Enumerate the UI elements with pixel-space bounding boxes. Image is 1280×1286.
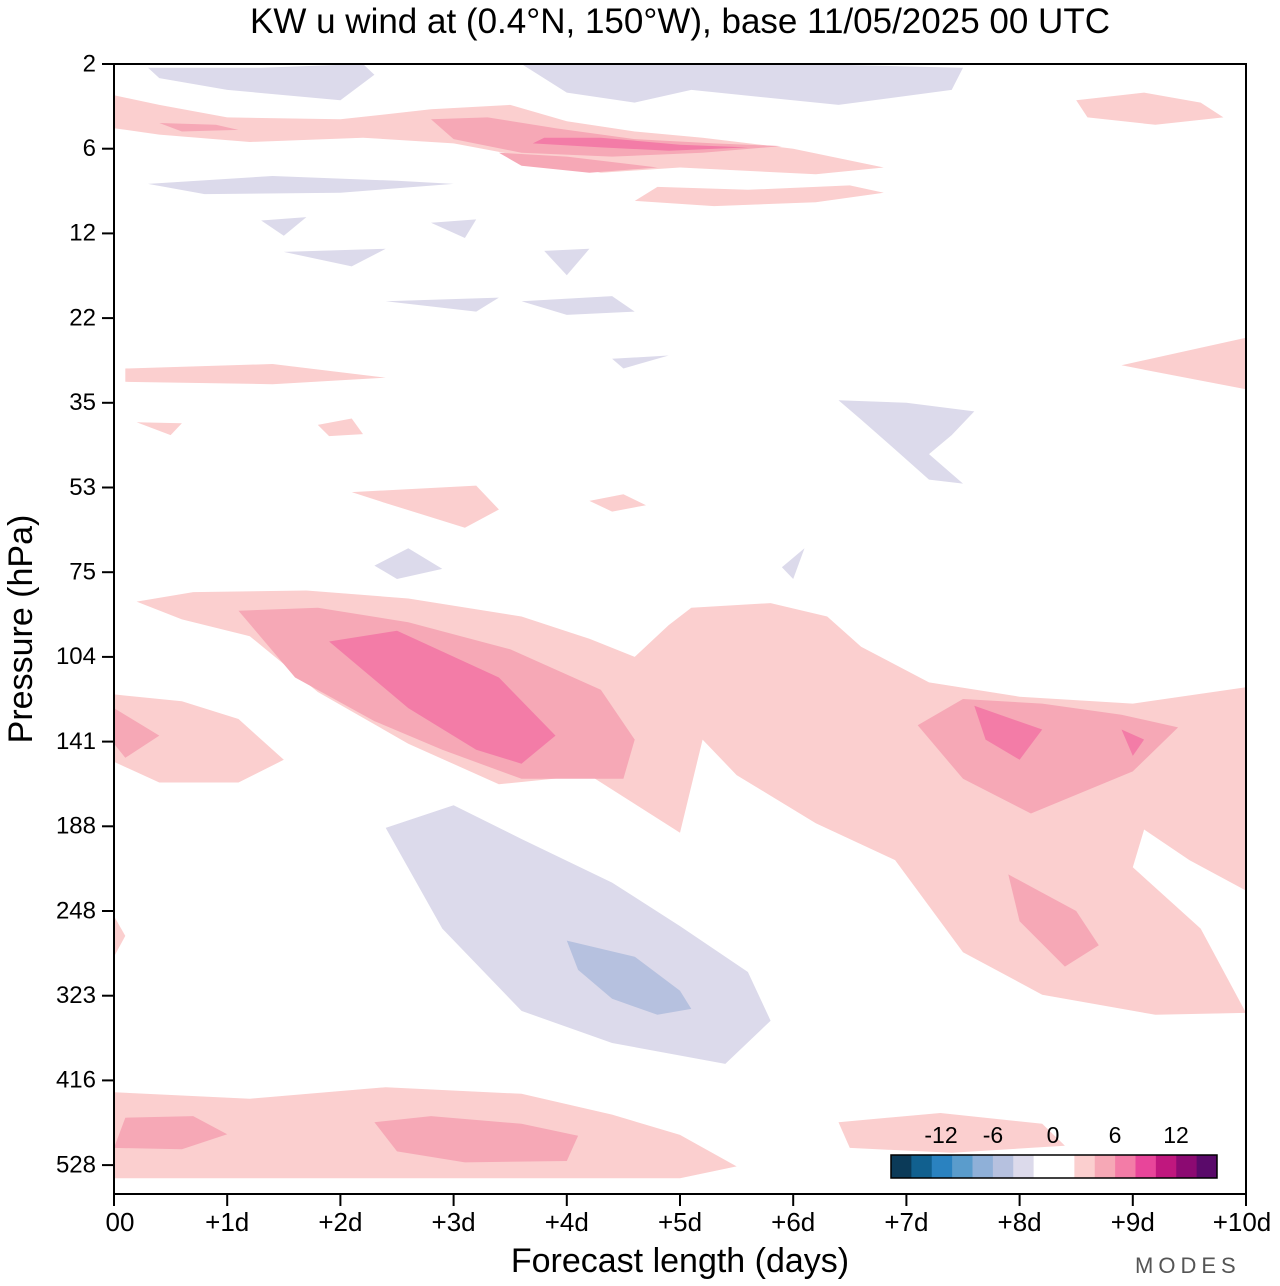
y-tick-label: 35 <box>69 389 96 416</box>
negative-contour-14 <box>566 940 692 1015</box>
negative-contour-5 <box>283 248 386 267</box>
colorbar-swatch <box>1013 1155 1035 1178</box>
positive-contour-9 <box>136 422 182 436</box>
positive-contour-8 <box>1121 337 1246 390</box>
x-tick-label: +5d <box>658 1207 702 1237</box>
positive-contour-21 <box>1008 874 1099 967</box>
positive-contour-1 <box>634 185 884 207</box>
y-tick-label: 141 <box>56 728 96 755</box>
negative-contour-11 <box>374 548 443 579</box>
brand-logo: MODES <box>1135 1253 1241 1278</box>
colorbar-swatch <box>1135 1155 1157 1178</box>
colorbar-label: -6 <box>983 1122 1003 1148</box>
positive-contour-5 <box>498 152 658 173</box>
positive-contour-15 <box>114 916 126 957</box>
plot-area <box>113 63 1247 1195</box>
negative-contour-10 <box>838 400 975 484</box>
colorbar-swatch <box>1054 1155 1075 1178</box>
x-tick-label: +6d <box>771 1207 815 1237</box>
colorbar-swatch <box>972 1155 994 1178</box>
negative-contour-6 <box>544 248 590 276</box>
x-tick-label: 00 <box>106 1207 135 1237</box>
x-tick-label: +2d <box>318 1207 362 1237</box>
positive-contour-24 <box>329 630 556 764</box>
positive-contour-6 <box>532 137 748 151</box>
colorbar: -12 -6 0 6 12 <box>890 1122 1218 1179</box>
y-tick-label: 104 <box>56 643 96 670</box>
y-tick-label: 53 <box>69 474 96 501</box>
positive-contour-20 <box>114 708 160 758</box>
y-axis-label: Pressure (hPa) <box>2 515 40 744</box>
x-tick-label: +1d <box>205 1207 249 1237</box>
chart-title: KW u wind at (0.4°N, 150°W), base 11/05/… <box>250 2 1110 41</box>
x-tick-label: +4d <box>545 1207 589 1237</box>
colorbar-swatch <box>1176 1155 1198 1178</box>
y-tick-label: 12 <box>69 220 96 247</box>
negative-contour-0 <box>148 64 375 101</box>
x-tick-label: +7d <box>884 1207 928 1237</box>
colorbar-swatch <box>1196 1155 1218 1178</box>
colorbar-swatch <box>992 1155 1014 1178</box>
y-tick-label: 323 <box>56 982 96 1009</box>
negative-contour-12 <box>781 548 805 579</box>
x-tick-label: +9d <box>1111 1207 1155 1237</box>
positive-contour-26 <box>1121 729 1145 756</box>
negative-contour-3 <box>261 217 307 236</box>
positive-contour-11 <box>351 485 499 528</box>
y-tick-label: 75 <box>69 559 96 586</box>
positive-contour-17 <box>838 1113 1065 1153</box>
positive-contour-2 <box>1076 92 1224 125</box>
negative-contour-2 <box>148 176 454 195</box>
positive-contour-3 <box>159 123 239 132</box>
y-tick-label: 416 <box>56 1067 96 1094</box>
colorbar-swatch <box>1115 1155 1136 1178</box>
y-tick-label: 6 <box>83 135 96 162</box>
negative-contour-7 <box>385 297 499 312</box>
colorbar-label: 12 <box>1163 1122 1189 1148</box>
colorbar-label: 6 <box>1109 1122 1122 1148</box>
positive-contour-22 <box>114 1116 228 1150</box>
x-axis-label: Forecast length (days) <box>511 1242 849 1280</box>
colorbar-swatch <box>1074 1155 1096 1178</box>
negative-contour-4 <box>431 219 477 238</box>
y-axis: 2 6 12 22 35 53 75 104 141 188 248 323 416 528 <box>56 50 114 1178</box>
colorbar-frame <box>890 1154 1218 1179</box>
positive-contour-25 <box>974 705 1043 760</box>
positive-contour-12 <box>589 494 646 512</box>
negative-contour-9 <box>612 355 669 369</box>
x-axis: 00 +1d +2d +3d +4d +5d +6d +7d +8d +9d +10d <box>106 1194 1272 1237</box>
colorbar-swatch <box>1033 1155 1055 1178</box>
x-tick-label: +8d <box>998 1207 1042 1237</box>
y-tick-label: 528 <box>56 1151 96 1178</box>
y-tick-label: 188 <box>56 813 96 840</box>
colorbar-label: -12 <box>924 1122 957 1148</box>
colorbar-swatch <box>931 1155 953 1178</box>
colorbar-swatch <box>1094 1155 1116 1178</box>
positive-contour-14 <box>114 694 284 783</box>
colorbar-label: 0 <box>1047 1122 1060 1148</box>
negative-wind-contours <box>148 64 975 1064</box>
y-tick-label: 248 <box>56 897 96 924</box>
positive-wind-contours <box>114 92 1247 1179</box>
y-tick-label: 22 <box>69 304 96 331</box>
colorbar-swatch <box>952 1155 973 1178</box>
positive-contour-7 <box>125 364 386 385</box>
positive-contour-10 <box>317 418 363 437</box>
colorbar-swatch <box>891 1155 912 1178</box>
x-tick-label: +10d <box>1213 1207 1272 1237</box>
x-tick-label: +3d <box>432 1207 476 1237</box>
colorbar-swatch <box>911 1155 933 1178</box>
colorbar-swatch <box>1155 1155 1177 1178</box>
negative-contour-1 <box>521 64 963 105</box>
y-tick-label: 2 <box>83 50 96 77</box>
negative-contour-8 <box>521 296 635 315</box>
positive-contour-23 <box>374 1116 579 1163</box>
